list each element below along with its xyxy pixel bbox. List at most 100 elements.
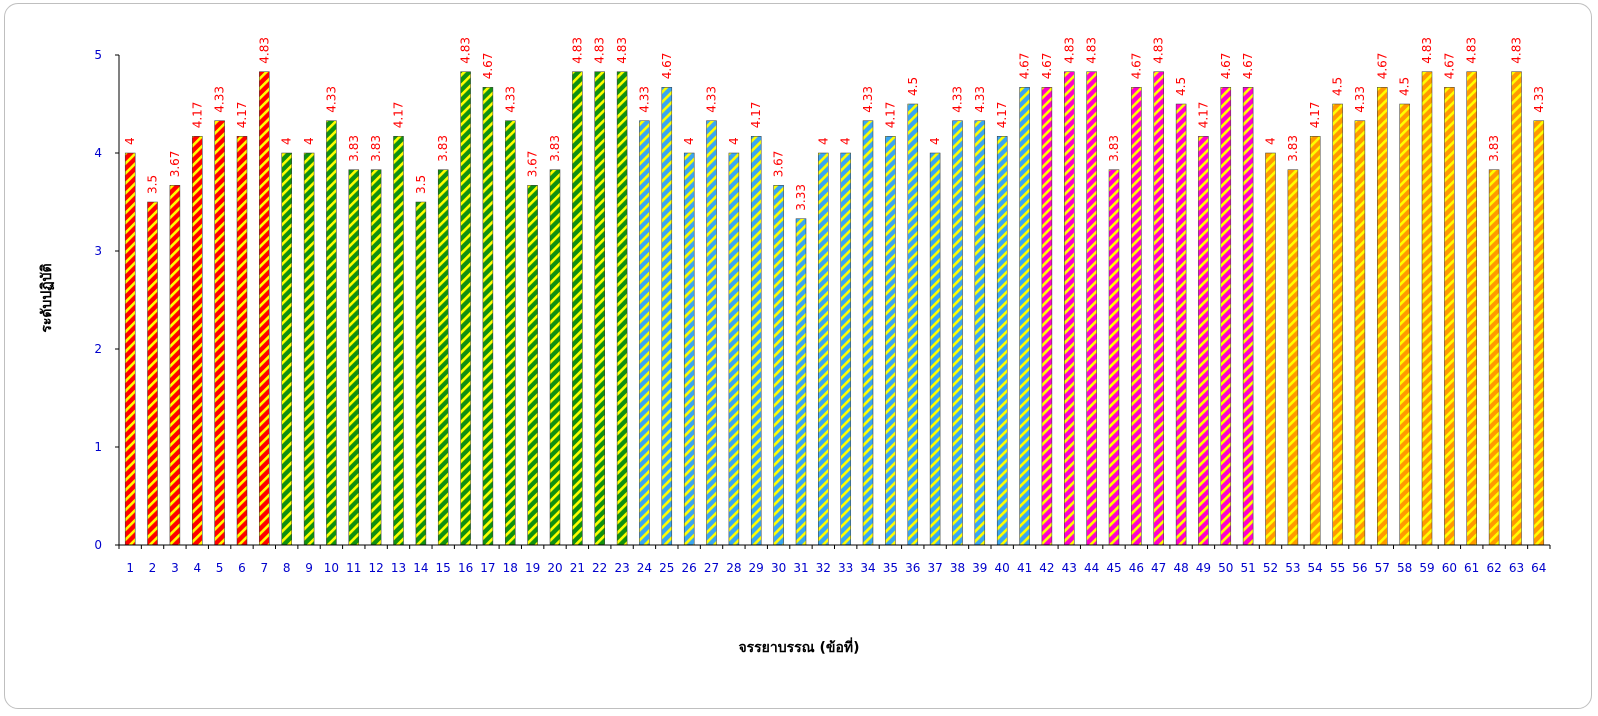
data-label: 4.5 [906, 77, 920, 96]
y-tick-labels: 0 1 2 3 4 5 [94, 48, 102, 552]
bar-49 [1198, 136, 1209, 546]
data-label: 3.5 [146, 175, 160, 194]
data-label: 4.83 [1062, 37, 1076, 64]
bar-64 [1533, 120, 1545, 546]
bar-40 [996, 136, 1008, 546]
bar-6 [236, 136, 248, 546]
bar-27 [706, 120, 717, 546]
data-label: 4.83 [593, 37, 607, 64]
bar-57 [1377, 87, 1388, 546]
bar-47 [1153, 71, 1164, 546]
x-tick-label: 60 [1442, 561, 1457, 575]
bar-23 [616, 71, 628, 546]
x-tick-label: 51 [1240, 561, 1255, 575]
bar-8 [281, 152, 292, 546]
x-tick-label: 59 [1419, 561, 1434, 575]
bar-37 [929, 152, 941, 546]
x-tick-label: 30 [771, 561, 786, 575]
data-label: 4.33 [705, 86, 719, 113]
bar-25 [661, 87, 673, 546]
x-tick-label: 37 [927, 561, 942, 575]
bar-5 [214, 120, 225, 546]
data-label: 4.83 [257, 37, 271, 64]
x-tick-label: 45 [1106, 561, 1121, 575]
data-label: 4.67 [481, 53, 495, 80]
data-label: 4.83 [1152, 37, 1166, 64]
data-label: 4.33 [973, 86, 987, 113]
x-tick-label: 36 [905, 561, 920, 575]
x-tick-label: 13 [391, 561, 406, 575]
x-tick-label: 49 [1196, 561, 1211, 575]
x-tick-label: 14 [413, 561, 428, 575]
bar-26 [683, 152, 695, 546]
x-tick-label: 17 [480, 561, 495, 575]
bar-39 [974, 120, 986, 546]
x-tick-label: 35 [883, 561, 898, 575]
bar-9 [303, 152, 315, 546]
data-label: 4 [727, 137, 741, 145]
bar-52 [1265, 152, 1276, 546]
data-label: 4.33 [861, 86, 875, 113]
x-tick-label: 10 [324, 561, 339, 575]
y-tick-label: 1 [94, 440, 102, 454]
data-label: 3.83 [1107, 135, 1121, 162]
data-label: 3.67 [526, 151, 540, 178]
x-tick-label: 42 [1039, 561, 1054, 575]
data-label: 4.17 [235, 102, 249, 129]
data-label: 4.67 [1219, 53, 1233, 80]
x-tick-label: 33 [838, 561, 853, 575]
data-label: 4 [280, 137, 294, 145]
bar-33 [840, 152, 851, 546]
x-tick-label: 53 [1285, 561, 1300, 575]
data-label: 4.67 [1040, 53, 1054, 80]
data-label: 3.83 [369, 135, 383, 162]
x-tick-label: 2 [149, 561, 157, 575]
data-label: 4.67 [1375, 53, 1389, 80]
bar-20 [549, 169, 561, 546]
x-tick-label: 9 [305, 561, 313, 575]
x-tick-label: 46 [1129, 561, 1144, 575]
x-tick-label: 50 [1218, 561, 1233, 575]
x-tick-label: 38 [950, 561, 965, 575]
data-label: 4.17 [1196, 102, 1210, 129]
bar-24 [639, 120, 650, 546]
bar-48 [1175, 103, 1187, 546]
x-tick-label: 52 [1263, 561, 1278, 575]
data-labels: 4 3.5 3.67 4.17 4.33 4.17 4.83 4 4 4.33 3.83 3.83 4.… [123, 37, 1546, 211]
x-tick-label: 23 [614, 561, 629, 575]
bar-12 [370, 169, 382, 546]
data-label: 4.33 [503, 86, 517, 113]
x-tick-label: 22 [592, 561, 607, 575]
data-label: 4 [682, 137, 696, 145]
x-tick-label: 32 [816, 561, 831, 575]
bar-10 [326, 120, 337, 546]
bar-58 [1399, 103, 1410, 546]
x-tick-label: 58 [1397, 561, 1412, 575]
bar-32 [818, 152, 829, 546]
data-label: 3.83 [548, 135, 562, 162]
bar-42 [1041, 87, 1053, 546]
data-label: 4.17 [749, 102, 763, 129]
x-tick-label: 64 [1531, 561, 1546, 575]
bar-7 [259, 71, 270, 546]
bar-14 [415, 201, 427, 546]
y-tick-label: 2 [94, 342, 102, 356]
data-label: 4.67 [1018, 53, 1032, 80]
bar-11 [348, 169, 360, 546]
x-tick-label: 28 [726, 561, 741, 575]
bar-62 [1488, 169, 1500, 546]
x-tick-label: 11 [346, 561, 361, 575]
data-label: 4.83 [615, 37, 629, 64]
bar-36 [907, 103, 919, 546]
data-label: 4 [816, 137, 830, 145]
data-label: 3.83 [347, 135, 361, 162]
bar-34 [862, 120, 874, 546]
y-tick-label: 4 [94, 146, 102, 160]
data-label: 4.33 [324, 86, 338, 113]
data-label: 4.17 [1308, 102, 1322, 129]
data-label: 4.67 [1241, 53, 1255, 80]
data-label: 4.33 [951, 86, 965, 113]
y-tick-label: 3 [94, 244, 102, 258]
data-label: 3.5 [414, 175, 428, 194]
x-tick-label: 47 [1151, 561, 1166, 575]
